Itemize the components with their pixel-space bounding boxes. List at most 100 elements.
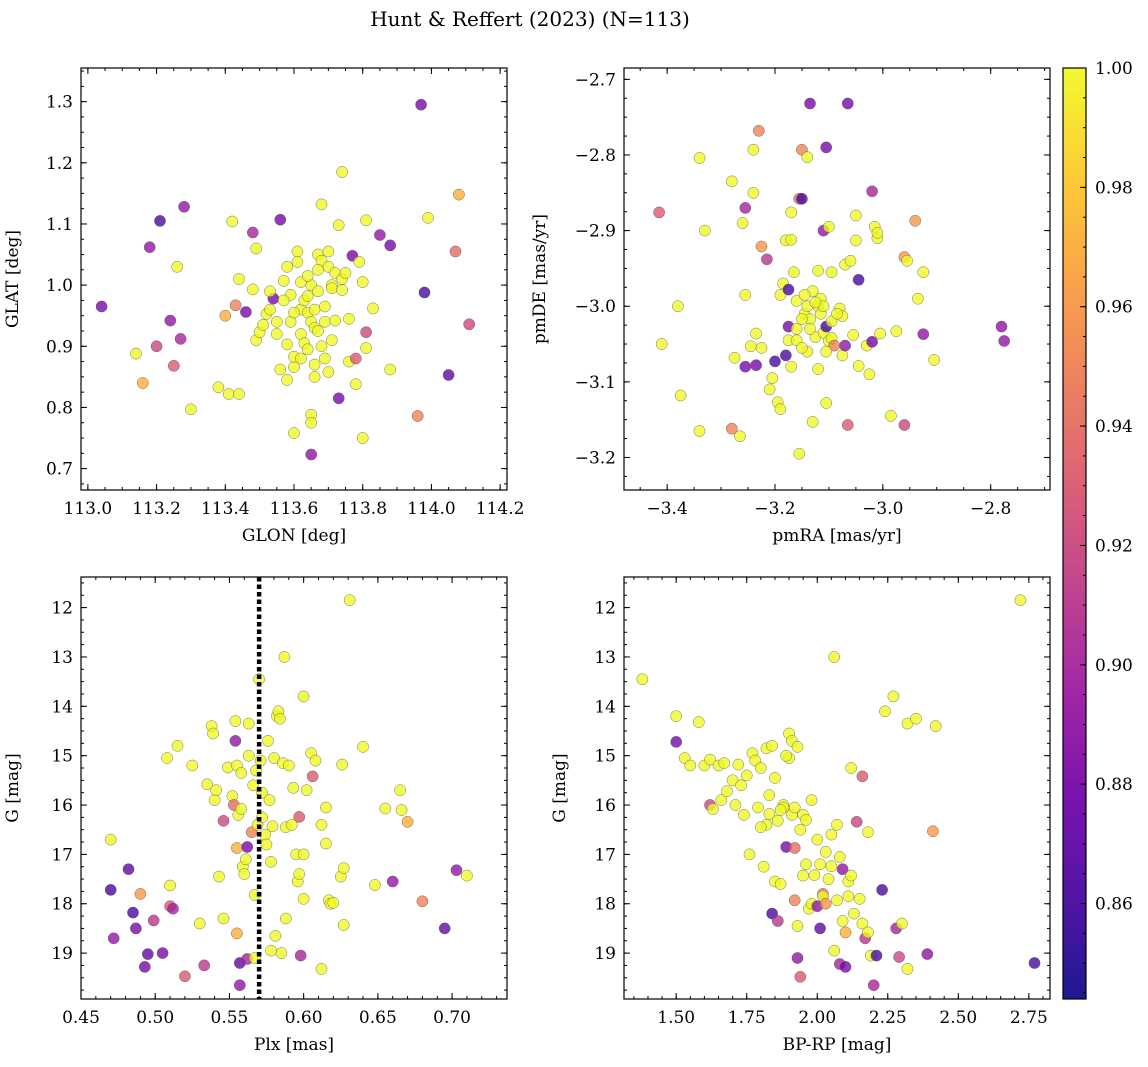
scatter-point (848, 907, 860, 920)
colorbar-gradient (1063, 68, 1086, 999)
x-tick-label: 2.00 (798, 1008, 836, 1028)
points (95, 98, 476, 461)
scatter-point (790, 323, 803, 335)
scatter-point (831, 307, 843, 320)
scatter-point (750, 359, 762, 372)
points (653, 97, 1011, 460)
scatter-point (794, 971, 807, 983)
scatter-point (293, 811, 306, 823)
y-tick-label: 1.1 (46, 215, 73, 235)
scatter-point (327, 897, 340, 909)
scatter-point (295, 352, 307, 365)
scatter-point (909, 214, 922, 227)
scatter-point (917, 328, 930, 341)
scatter-point (636, 673, 649, 686)
scatter-point (281, 260, 293, 273)
scatter-point (127, 906, 139, 919)
scatter-point (297, 848, 310, 861)
colorbar-tick-label: 0.98 (1095, 178, 1133, 198)
scatter-point (167, 902, 179, 915)
scatter-point (416, 895, 429, 908)
scatter-point (231, 927, 243, 940)
scatter-point (834, 851, 846, 863)
scatter-point (343, 594, 356, 607)
scatter-point (825, 828, 838, 841)
scatter-point (367, 302, 379, 315)
scatter-point (360, 214, 372, 227)
panel-bprp-g: 1.50 1.75 2.00 2.25 2.50 2.75 12 13 14 15 16 17 18 19… (550, 576, 1051, 1055)
scatter-point (871, 227, 884, 239)
scatter-point (213, 870, 225, 883)
scatter-point (179, 970, 191, 983)
x-tick-label: 113.0 (64, 499, 113, 519)
scatter-point (791, 741, 804, 753)
scatter-point (728, 351, 741, 364)
scatter-point (755, 240, 768, 253)
scatter-point (732, 758, 745, 771)
scatter-point (247, 779, 259, 792)
y-tick-label: −3.2 (575, 448, 616, 468)
scatter-point (901, 254, 913, 267)
scatter-point (852, 273, 865, 286)
y-tick-label: 18 (594, 895, 616, 915)
y-tick-label: 16 (51, 796, 73, 816)
x-tick-label: 113.2 (132, 499, 181, 519)
y-tick-label: −2.7 (575, 70, 616, 90)
scatter-point (257, 319, 269, 331)
y-tick-label: 17 (594, 845, 616, 865)
scatter-point (269, 930, 282, 942)
scatter-point (275, 947, 288, 959)
scatter-point (264, 303, 276, 316)
scatter-point (240, 306, 252, 318)
y-tick-label: 18 (51, 895, 73, 915)
scatter-point (808, 869, 821, 881)
scatter-point (721, 785, 733, 798)
scatter-point (219, 309, 232, 322)
scatter-point (305, 416, 318, 429)
points (636, 594, 1041, 992)
scatter-point (239, 853, 252, 866)
scatter-point (876, 884, 888, 896)
scatter-point (780, 349, 792, 362)
scatter-point (763, 808, 776, 820)
scatter-point (305, 448, 318, 461)
x-tick-label: 0.60 (285, 1008, 323, 1028)
scatter-point (898, 419, 911, 431)
scatter-point (343, 312, 355, 325)
scatter-point (653, 206, 665, 219)
scatter-point (763, 789, 776, 802)
scatter-point (104, 884, 117, 896)
scatter-point (301, 270, 314, 282)
scatter-point (336, 758, 349, 771)
x-tick-label: 114.0 (407, 499, 456, 519)
scatter-point (862, 826, 874, 839)
scatter-point (379, 802, 392, 815)
scatter-point (279, 912, 292, 925)
scatter-point (242, 749, 255, 762)
scatter-point (282, 759, 295, 772)
scatter-point (308, 371, 321, 383)
scatter-point (288, 306, 300, 319)
scatter-point (297, 690, 310, 703)
scatter-point (217, 912, 230, 925)
scatter-point (217, 815, 230, 827)
scatter-point (356, 276, 369, 288)
scatter-point (718, 757, 731, 769)
scatter-point (319, 352, 331, 365)
scatter-point (828, 651, 841, 663)
scatter-point (325, 282, 338, 295)
scatter-point (845, 762, 857, 774)
x-tick-label: 0.55 (211, 1008, 249, 1028)
scatter-point (870, 949, 883, 962)
scatter-point (264, 285, 276, 298)
scatter-point (836, 349, 849, 362)
y-tick-label: 14 (51, 697, 73, 717)
colorbar-tick-label: 1.00 (1095, 59, 1133, 79)
scatter-point (747, 143, 760, 156)
scatter-point (384, 239, 397, 252)
scatter-point (927, 825, 939, 838)
scatter-point (308, 358, 321, 371)
scatter-point (300, 784, 313, 797)
scatter-point (811, 833, 824, 846)
